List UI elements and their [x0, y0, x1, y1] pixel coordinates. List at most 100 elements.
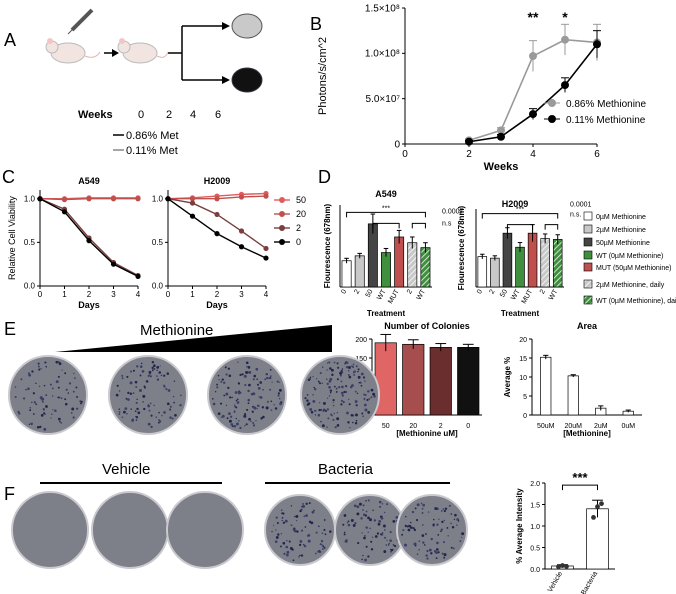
- colony-dot: [413, 528, 417, 532]
- colony-dot: [318, 408, 321, 412]
- colony-dot: [355, 404, 358, 407]
- colony-dot: [57, 396, 60, 399]
- colony-dot: [369, 518, 372, 522]
- colony-dot: [300, 530, 303, 532]
- colony-dot: [271, 530, 273, 533]
- culture-plate: [108, 355, 188, 435]
- colony-dot: [150, 414, 153, 417]
- legend-entry: WT (0µM Methionine), daily: [596, 298, 676, 305]
- colony-dot: [268, 376, 271, 380]
- y-tick-label: 15: [519, 356, 527, 363]
- colony-dot: [365, 545, 368, 548]
- colony-dot: [150, 425, 153, 429]
- colony-dot: [299, 509, 302, 513]
- colony-dot: [356, 512, 360, 516]
- colony-dot: [335, 391, 338, 393]
- y-axis-label: Relative Cell Viability: [7, 196, 17, 280]
- significance-label: **: [528, 9, 539, 25]
- colony-dot: [317, 380, 320, 383]
- data-point: [37, 196, 43, 202]
- colony-dot: [27, 387, 30, 391]
- colony-dot: [273, 403, 276, 406]
- colony-dot: [450, 513, 453, 515]
- colony-dot: [281, 512, 283, 515]
- colony-dot: [348, 398, 350, 401]
- weeks-label: Weeks: [78, 109, 113, 121]
- colony-dot: [131, 419, 134, 422]
- colony-dot: [381, 533, 384, 536]
- colony-dot: [305, 502, 308, 505]
- colony-dot: [264, 378, 267, 381]
- colony-dot: [348, 375, 352, 379]
- colony-dot: [156, 369, 158, 371]
- data-point: [86, 196, 92, 202]
- panel-label-b: B: [310, 14, 322, 34]
- colony-dot: [433, 518, 435, 521]
- data-point: [497, 126, 505, 135]
- colony-dot: [365, 526, 368, 529]
- colony-dot: [423, 544, 426, 546]
- colony-dot: [136, 365, 139, 368]
- chart-b-luminescence: 0 2 4 6 0 5.0×10⁷ 1.0×10⁸ 1.5×10⁸ Weeks Photons/s…: [317, 3, 646, 173]
- colony-dot: [425, 533, 427, 535]
- colony-dot: [35, 403, 38, 406]
- colony-dot: [351, 384, 354, 387]
- chart-f-intensity: 0.0 0.5 1.0 1.5 2.0 Vehicle Bacteria % Average …: [515, 470, 615, 594]
- colony-dot: [159, 365, 161, 367]
- colony-dot: [299, 554, 301, 557]
- colony-dot: [443, 553, 447, 557]
- panel-e-plates: Methionine: [8, 322, 380, 435]
- colony-dot: [443, 556, 446, 559]
- colony-dot: [428, 548, 432, 552]
- colony-dot: [324, 533, 327, 536]
- colony-dot: [406, 525, 409, 528]
- colony-dot: [381, 532, 384, 534]
- colony-dot: [368, 398, 371, 400]
- colony-dot: [302, 503, 304, 505]
- colony-dot: [235, 422, 239, 426]
- colony-dot: [121, 377, 124, 380]
- colony-dot: [456, 518, 460, 521]
- data-point: [564, 564, 569, 569]
- colony-dot: [149, 375, 152, 378]
- colony-dot: [307, 533, 311, 537]
- colony-dot: [421, 524, 424, 526]
- colony-dot: [51, 387, 54, 390]
- colony-dot: [346, 521, 349, 524]
- colony-dot: [364, 408, 368, 412]
- colony-dot: [415, 518, 419, 522]
- colony-dot: [233, 404, 236, 406]
- x-tick-label: WT: [376, 288, 388, 302]
- colony-dot: [235, 417, 238, 420]
- colony-dot: [427, 511, 430, 513]
- colony-dot: [163, 411, 166, 414]
- legend-swatch: [583, 295, 593, 305]
- colony-dot: [421, 507, 424, 510]
- colony-dot: [332, 404, 335, 407]
- colony-dot: [437, 551, 440, 554]
- y-tick-label: 0.5: [24, 238, 36, 247]
- colony-dot: [259, 381, 262, 384]
- colony-dot: [335, 387, 338, 390]
- colony-dot: [158, 419, 160, 421]
- data-point: [189, 196, 196, 202]
- colony-dot: [328, 395, 331, 397]
- y-tick-label: 1.5: [530, 503, 540, 510]
- colony-dot: [174, 413, 177, 417]
- colony-dot: [372, 392, 376, 396]
- colony-dot: [57, 375, 60, 378]
- colony-dot: [79, 400, 81, 402]
- colony-dot: [51, 413, 53, 415]
- colony-dot: [347, 520, 350, 523]
- data-point: [61, 209, 68, 215]
- colony-dot: [384, 536, 387, 539]
- colony-dot: [317, 550, 320, 553]
- colony-dot: [329, 367, 332, 370]
- colony-dot: [236, 398, 239, 401]
- colony-dot: [312, 375, 314, 378]
- colony-dot: [420, 502, 423, 505]
- colony-dot: [232, 425, 234, 427]
- colony-dot: [320, 539, 324, 543]
- x-tick-label: 4: [530, 149, 536, 160]
- x-tick-label: 2: [539, 288, 547, 295]
